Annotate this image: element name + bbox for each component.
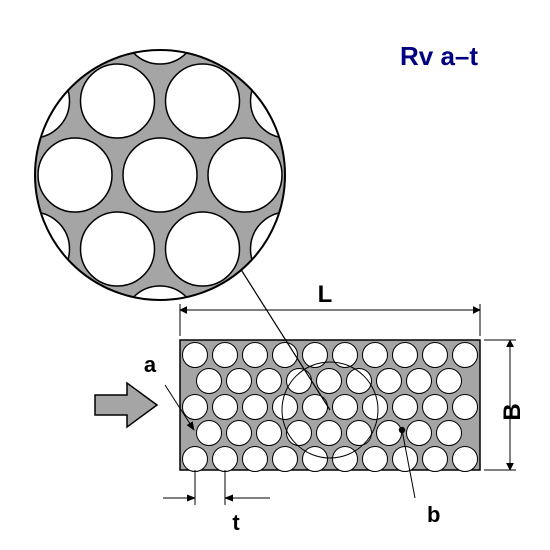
perforated-plate: [180, 340, 480, 472]
dim-label-a: a: [144, 352, 157, 377]
dim-label-B: B: [499, 403, 526, 420]
dim-label-L: L: [318, 281, 333, 308]
title-label: Rv a–t: [400, 41, 478, 71]
dim-label-b: b: [427, 502, 440, 527]
dim-label-t: t: [232, 510, 240, 535]
direction-arrow-icon: [95, 383, 157, 427]
magnifier-detail: [0, 0, 410, 360]
